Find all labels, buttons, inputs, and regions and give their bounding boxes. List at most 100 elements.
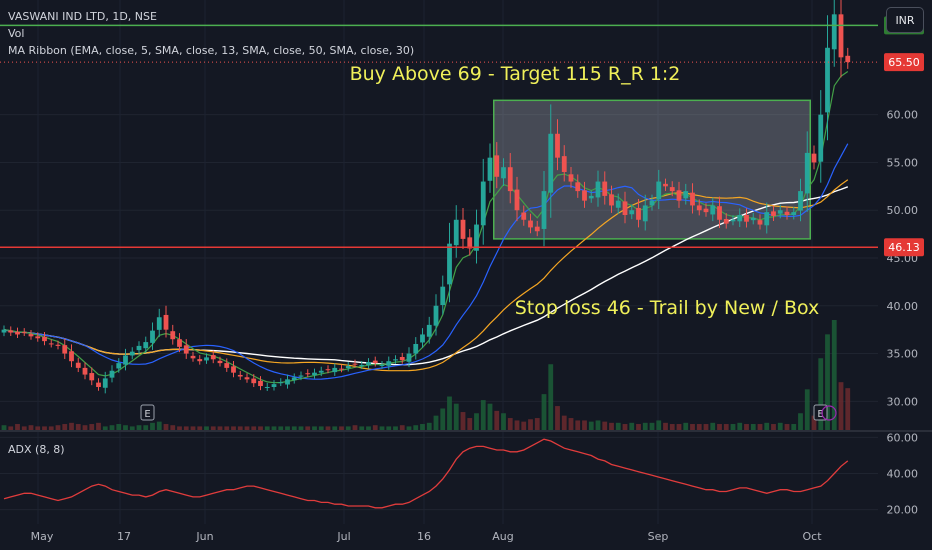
volume-bar: [656, 420, 661, 430]
candle-body: [596, 182, 601, 198]
volume-bar: [272, 426, 277, 430]
price-tick-label: 55.00: [887, 156, 919, 169]
candle-body: [272, 384, 277, 387]
adx-label: ADX (8, 8): [8, 443, 65, 456]
candle-body: [569, 174, 574, 181]
volume-bar: [791, 424, 796, 430]
candle-body: [420, 334, 425, 342]
volume-bar: [292, 426, 297, 430]
volume-bar: [596, 420, 601, 430]
candle-body: [15, 332, 20, 335]
candle-body: [238, 375, 243, 377]
candle-body: [380, 365, 385, 366]
volume-bar: [150, 423, 155, 430]
candle-body: [440, 287, 445, 305]
volume-bar: [224, 426, 229, 430]
candle-body: [731, 220, 736, 222]
volume-bar: [251, 426, 256, 430]
price-tick-label: 30.00: [887, 395, 919, 408]
volume-bar: [177, 426, 182, 430]
volume-bar: [798, 413, 803, 430]
volume-bar: [184, 426, 189, 430]
candle-body: [137, 346, 142, 350]
candle-body: [805, 153, 810, 194]
volume-bar: [744, 424, 749, 430]
volume-bar: [110, 425, 115, 430]
adx-tick-label: 60.00: [887, 431, 919, 444]
consolidation-box: [494, 100, 811, 239]
candle-body: [461, 220, 466, 239]
volume-bar: [326, 426, 331, 430]
volume-bar: [130, 426, 135, 430]
currency-button[interactable]: INR: [886, 7, 924, 33]
adx-tick-label: 20.00: [887, 504, 919, 517]
candle-body: [602, 182, 607, 196]
stoploss-annotation: Stop loss 46 - Trail by New / Box: [515, 297, 820, 319]
candle-body: [339, 369, 344, 370]
price-badge-label: 46.13: [888, 241, 920, 254]
volume-bar: [602, 422, 607, 430]
candle-body: [609, 194, 614, 205]
ma-ribbon-label[interactable]: MA Ribbon (EMA, close, 5, SMA, close, 13…: [8, 44, 414, 57]
candle-body: [22, 332, 27, 333]
time-tick-label: 17: [117, 530, 131, 543]
candle-body: [494, 155, 499, 176]
candle-body: [575, 182, 580, 191]
volume-bar: [346, 426, 351, 430]
candle-body: [771, 211, 776, 216]
volume-bar: [285, 426, 290, 430]
candle-body: [197, 359, 202, 361]
candle-body: [555, 134, 560, 158]
volume-bar: [380, 426, 385, 430]
price-tick-label: 35.00: [887, 348, 919, 361]
volume-bar: [238, 426, 243, 430]
volume-bar: [764, 423, 769, 430]
candle-body: [103, 378, 108, 387]
candle-body: [400, 357, 405, 360]
volume-bar: [778, 423, 783, 430]
volume-bar: [56, 425, 61, 430]
vol-indicator-label[interactable]: Vol: [8, 27, 24, 40]
volume-bar: [677, 424, 682, 430]
volume-bar: [467, 418, 472, 430]
candle-body: [562, 156, 567, 172]
volume-bar: [299, 426, 304, 430]
candle-body: [251, 379, 256, 384]
volume-bar: [528, 419, 533, 430]
candle-body: [224, 363, 229, 368]
volume-bar: [623, 424, 628, 430]
candle-body: [670, 187, 675, 191]
candle-body: [110, 371, 115, 378]
time-tick-label: May: [31, 530, 54, 543]
candle-body: [42, 337, 47, 341]
price-tick-label: 60.00: [887, 109, 919, 122]
volume-bar: [643, 423, 648, 430]
candle-body: [785, 212, 790, 215]
volume-bar: [89, 424, 94, 430]
volume-bar: [636, 424, 641, 430]
candle-body: [83, 368, 88, 375]
volume-bar: [704, 424, 709, 430]
candle-body: [798, 191, 803, 210]
candle-body: [643, 205, 648, 221]
adx-tick-label: 40.00: [887, 467, 919, 480]
time-tick-label: Jul: [336, 530, 350, 543]
volume-bar: [710, 423, 715, 430]
candle-body: [413, 344, 418, 354]
volume-bar: [62, 424, 67, 430]
volume-bar: [508, 418, 513, 430]
volume-bar: [49, 426, 54, 430]
candle-body: [143, 342, 148, 348]
volume-bar: [83, 425, 88, 430]
candle-body: [825, 48, 830, 113]
candle-body: [778, 210, 783, 213]
candle-body: [528, 221, 533, 228]
volume-bar: [737, 423, 742, 430]
volume-bar: [650, 423, 655, 430]
candle-body: [8, 330, 13, 332]
volume-bars: [2, 320, 851, 430]
candle-body: [35, 336, 40, 338]
candle-body: [589, 196, 594, 198]
